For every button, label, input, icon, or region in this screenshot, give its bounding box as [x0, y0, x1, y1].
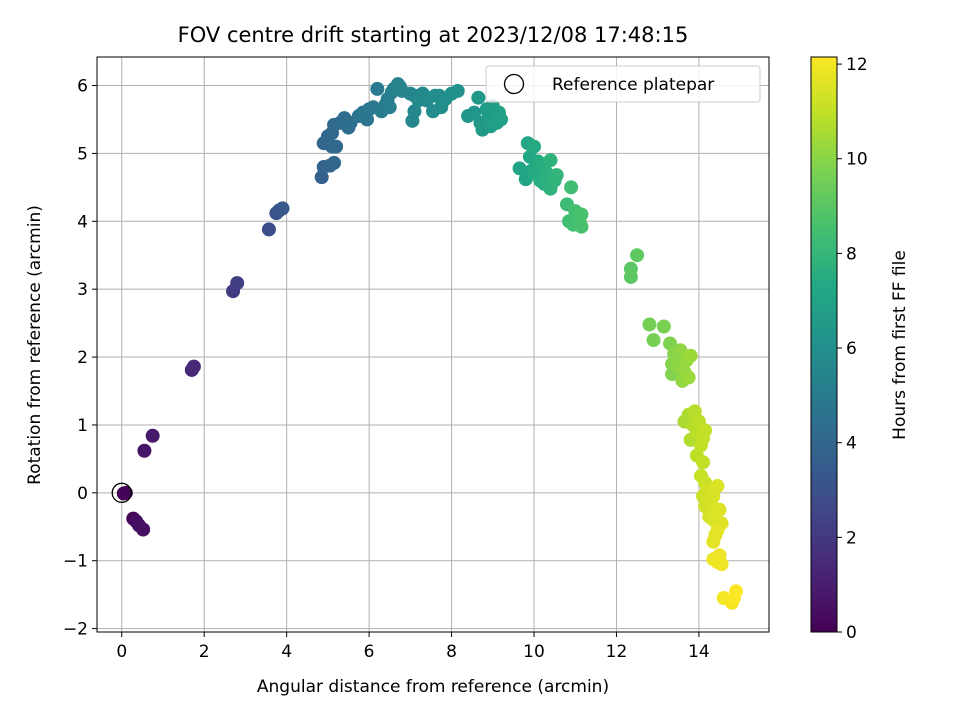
plot-frame: [96, 56, 770, 633]
data-point: [623, 269, 638, 284]
x-axis-label: Angular distance from reference (arcmin): [257, 677, 609, 697]
x-tick-label: 6: [364, 642, 375, 662]
points-layer: [116, 77, 744, 610]
y-tick-label: −1: [63, 552, 88, 572]
data-point: [656, 319, 671, 334]
data-point: [491, 105, 506, 120]
data-point: [673, 343, 688, 358]
y-axis-label: Rotation from reference (arcmin): [25, 205, 45, 485]
y-tick-label: 3: [77, 280, 88, 300]
data-point: [137, 443, 152, 458]
data-point: [118, 485, 133, 500]
reference-layer: [111, 482, 132, 503]
x-tick-label: 4: [281, 642, 292, 662]
data-point: [714, 557, 729, 572]
data-point: [710, 479, 725, 494]
data-point: [726, 591, 741, 606]
colorbar-gradient: [810, 56, 838, 633]
data-point: [230, 276, 245, 291]
data-point: [696, 431, 711, 446]
data-point: [549, 168, 564, 183]
data-point: [543, 153, 558, 168]
data-point: [512, 161, 527, 176]
data-point: [186, 359, 201, 374]
x-tick-label: 14: [688, 642, 710, 662]
data-point: [329, 139, 344, 154]
data-point: [370, 81, 385, 96]
data-point: [683, 348, 698, 363]
data-point: [646, 333, 661, 348]
data-point: [467, 105, 482, 120]
colorbar-tick-label: 4: [846, 434, 857, 454]
x-tick-label: 8: [446, 642, 457, 662]
legend: Reference platepar: [485, 65, 761, 103]
legend-label-reference: Reference platepar: [552, 75, 714, 95]
data-point: [574, 207, 589, 222]
y-tick-label: 0: [77, 484, 88, 504]
data-point: [710, 523, 725, 538]
data-point: [642, 317, 657, 332]
colorbar-ticks: 0 2 4 6 8 10 12: [837, 55, 868, 643]
data-point: [712, 502, 727, 517]
data-point: [574, 219, 589, 234]
data-point: [275, 201, 290, 216]
y-tick-label: 1: [77, 416, 88, 436]
x-tick-label: 10: [523, 642, 545, 662]
data-point: [450, 83, 465, 98]
data-point: [630, 248, 645, 263]
colorbar-tick-label: 6: [846, 339, 857, 359]
data-point: [681, 370, 696, 385]
colorbar-tick-label: 8: [846, 244, 857, 264]
grid-layer: [97, 57, 769, 632]
x-tick-label: 2: [199, 642, 210, 662]
legend-marker-reference: [503, 73, 525, 95]
y-tick-label: −2: [63, 620, 88, 640]
chart-title: FOV centre drift starting at 2023/12/08 …: [178, 23, 689, 47]
x-tick-label: 0: [116, 642, 127, 662]
y-tick-label: 5: [77, 144, 88, 164]
colorbar-tick-label: 10: [846, 150, 868, 170]
data-point: [261, 222, 276, 237]
colorbar-tick-label: 12: [846, 55, 868, 75]
data-point: [136, 522, 151, 537]
colorbar-label: Hours from first FF file: [890, 250, 910, 440]
y-tick-label: 2: [77, 348, 88, 368]
y-tick-label: 4: [77, 212, 88, 232]
data-point: [145, 428, 160, 443]
data-point: [564, 180, 579, 195]
y-tick-label: 6: [77, 77, 88, 97]
colorbar: 0 2 4 6 8 10 12 Hours from first FF file: [810, 55, 910, 643]
data-point: [327, 155, 342, 170]
colorbar-tick-label: 2: [846, 528, 857, 548]
colorbar-tick-label: 0: [846, 623, 857, 643]
reference-platepar-marker: [111, 482, 132, 503]
data-point: [706, 534, 721, 549]
x-tick-label: 12: [606, 642, 628, 662]
data-point: [527, 139, 542, 154]
data-point: [382, 100, 397, 115]
data-point: [471, 90, 486, 105]
legend-box: [485, 65, 761, 103]
data-point: [696, 455, 711, 470]
data-point: [405, 113, 420, 128]
